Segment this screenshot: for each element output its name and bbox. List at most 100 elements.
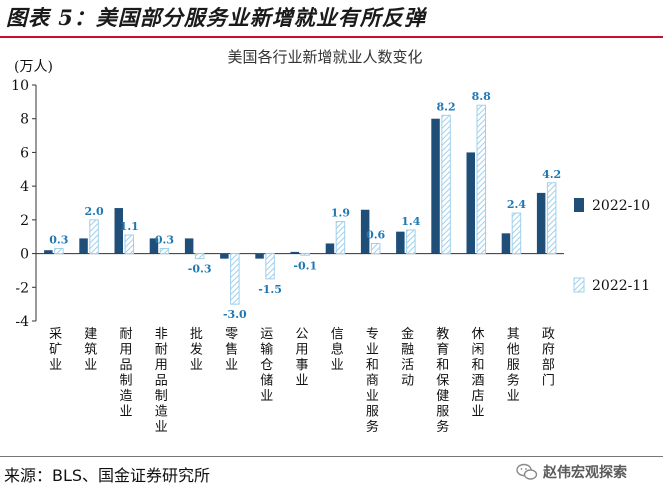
data-label-2022-11: -0.1 <box>293 259 317 272</box>
x-category-label-char: 部 <box>542 358 555 373</box>
x-category-label: 专业和商业服务 <box>366 327 379 435</box>
x-category-label: 教育和保健服务 <box>436 326 449 435</box>
data-label-2022-11: 1.9 <box>331 207 350 220</box>
x-category-label-char: 发 <box>190 342 203 358</box>
x-category-label-char: 健 <box>436 389 449 404</box>
y-tick-label: 10 <box>11 78 29 94</box>
x-category-label-char: 府 <box>542 343 555 358</box>
x-category-label-char: 业 <box>190 358 203 373</box>
x-category-label-char: 店 <box>471 389 484 404</box>
data-label-2022-11: -3.0 <box>223 308 247 321</box>
bar-2022-10 <box>79 238 88 254</box>
x-category-label-char: 公 <box>295 327 308 342</box>
bar-2022-11 <box>159 248 170 255</box>
bar-2022-10 <box>290 251 299 254</box>
x-category-label-char: 售 <box>225 342 238 358</box>
x-category-label-char: 业 <box>49 358 62 373</box>
x-category-label-char: 育 <box>436 342 449 358</box>
x-category-label-char: 筑 <box>84 342 97 358</box>
x-category-label: 耐用品制造业 <box>119 327 132 420</box>
x-category-label-char: 批 <box>190 327 203 342</box>
wechat-icon <box>516 463 538 480</box>
x-category-label-char: 仓 <box>260 358 273 373</box>
bar-2022-11 <box>230 253 240 305</box>
data-label-2022-11: 0.3 <box>155 234 174 247</box>
title-rule <box>0 36 663 38</box>
bar-2022-10 <box>325 243 335 254</box>
x-category-label-char: 业 <box>471 405 484 420</box>
bar-2022-10 <box>184 238 194 254</box>
x-category-label-char: 门 <box>542 374 555 389</box>
x-category-label-char: 用 <box>295 343 308 358</box>
x-category-label-char: 活 <box>401 358 414 373</box>
data-label-2022-11: 4.2 <box>542 168 561 181</box>
x-category-label-char: 业 <box>84 358 97 373</box>
chart: 美国各行业新增就业人数变化 (万人) -4-202468100.3采矿业2.0建… <box>11 48 650 435</box>
x-category-label-char: 储 <box>260 374 273 389</box>
bar-2022-11 <box>511 212 522 255</box>
x-category-label-char: 息 <box>331 342 344 358</box>
x-category-label-char: 务 <box>366 419 379 435</box>
bar-2022-10 <box>536 192 546 254</box>
legend-swatch-2022-10 <box>574 198 584 212</box>
x-category-label-char: 输 <box>260 342 273 358</box>
x-category-label-char: 酒 <box>471 374 484 389</box>
x-category-label-char: 和 <box>471 358 484 373</box>
bar-2022-10 <box>220 253 229 259</box>
bar-2022-10 <box>149 238 159 254</box>
x-category-label-char: 造 <box>119 389 132 404</box>
x-category-label-char: 业 <box>331 358 344 373</box>
bar-2022-10 <box>44 250 53 254</box>
x-category-label-char: 和 <box>366 358 379 373</box>
chart-title: 美国各行业新增就业人数变化 <box>227 48 422 66</box>
legend-label-2022-10: 2022-10 <box>592 198 650 214</box>
x-category-label: 建筑业 <box>84 327 97 373</box>
y-tick-label: 2 <box>20 213 29 229</box>
bar-2022-11 <box>89 219 99 255</box>
plot-area: -4-202468100.3采矿业2.0建筑业1.1耐用品制造业0.3非耐用品制… <box>11 78 650 435</box>
x-category-label-char: 业 <box>155 420 168 435</box>
x-category-label-char: 保 <box>436 374 449 389</box>
footer-rule <box>0 456 663 457</box>
bar-2022-10 <box>501 233 511 254</box>
x-category-label: 运输仓储业 <box>260 327 273 404</box>
x-category-label-char: 品 <box>155 374 168 389</box>
x-category-label-char: 动 <box>401 374 414 389</box>
x-category-label-char: 和 <box>436 358 449 373</box>
x-category-label: 零售业 <box>225 327 238 373</box>
data-label-2022-11: 1.4 <box>401 215 420 228</box>
bar-2022-10 <box>396 231 405 254</box>
x-category-label-char: 制 <box>155 389 168 404</box>
bar-2022-11 <box>441 114 451 255</box>
watermark-label: 赵伟宏观探索 <box>543 465 627 481</box>
x-category-label-char: 商 <box>366 374 379 389</box>
data-label-2022-11: -0.3 <box>188 263 212 276</box>
data-label-2022-11: 2.0 <box>84 205 103 218</box>
x-category-label-char: 品 <box>119 358 132 373</box>
bar-2022-11 <box>265 253 275 280</box>
bar-2022-10 <box>466 152 475 254</box>
data-label-2022-11: 0.6 <box>366 228 385 241</box>
x-category-label-char: 融 <box>401 343 414 358</box>
bar-2022-11 <box>335 221 346 255</box>
legend-swatch-2022-11 <box>573 277 585 293</box>
x-category-label-char: 其 <box>507 327 520 342</box>
x-category-label: 休闲和酒店业 <box>471 327 484 420</box>
bar-2022-10 <box>431 118 440 254</box>
y-axis-label: (万人) <box>14 59 53 75</box>
x-category-label-char: 业 <box>119 405 132 420</box>
y-tick-label: 0 <box>20 247 29 263</box>
x-category-label-char: 制 <box>119 374 132 389</box>
x-category-label-char: 他 <box>507 343 520 358</box>
data-label-2022-11: 8.8 <box>472 90 491 103</box>
bar-2022-10 <box>360 209 370 254</box>
x-category-label-char: 专 <box>366 327 379 342</box>
x-category-label: 非耐用品制造业 <box>155 327 168 435</box>
watermark: 赵伟宏观探索 <box>516 460 660 484</box>
y-tick-label: 6 <box>20 145 29 161</box>
x-category-label-char: 金 <box>401 326 414 342</box>
x-category-label-char: 建 <box>84 327 97 342</box>
x-category-label: 公用事业 <box>295 327 308 389</box>
x-category-label-char: 用 <box>119 343 132 358</box>
x-category-label-char: 业 <box>295 374 308 389</box>
